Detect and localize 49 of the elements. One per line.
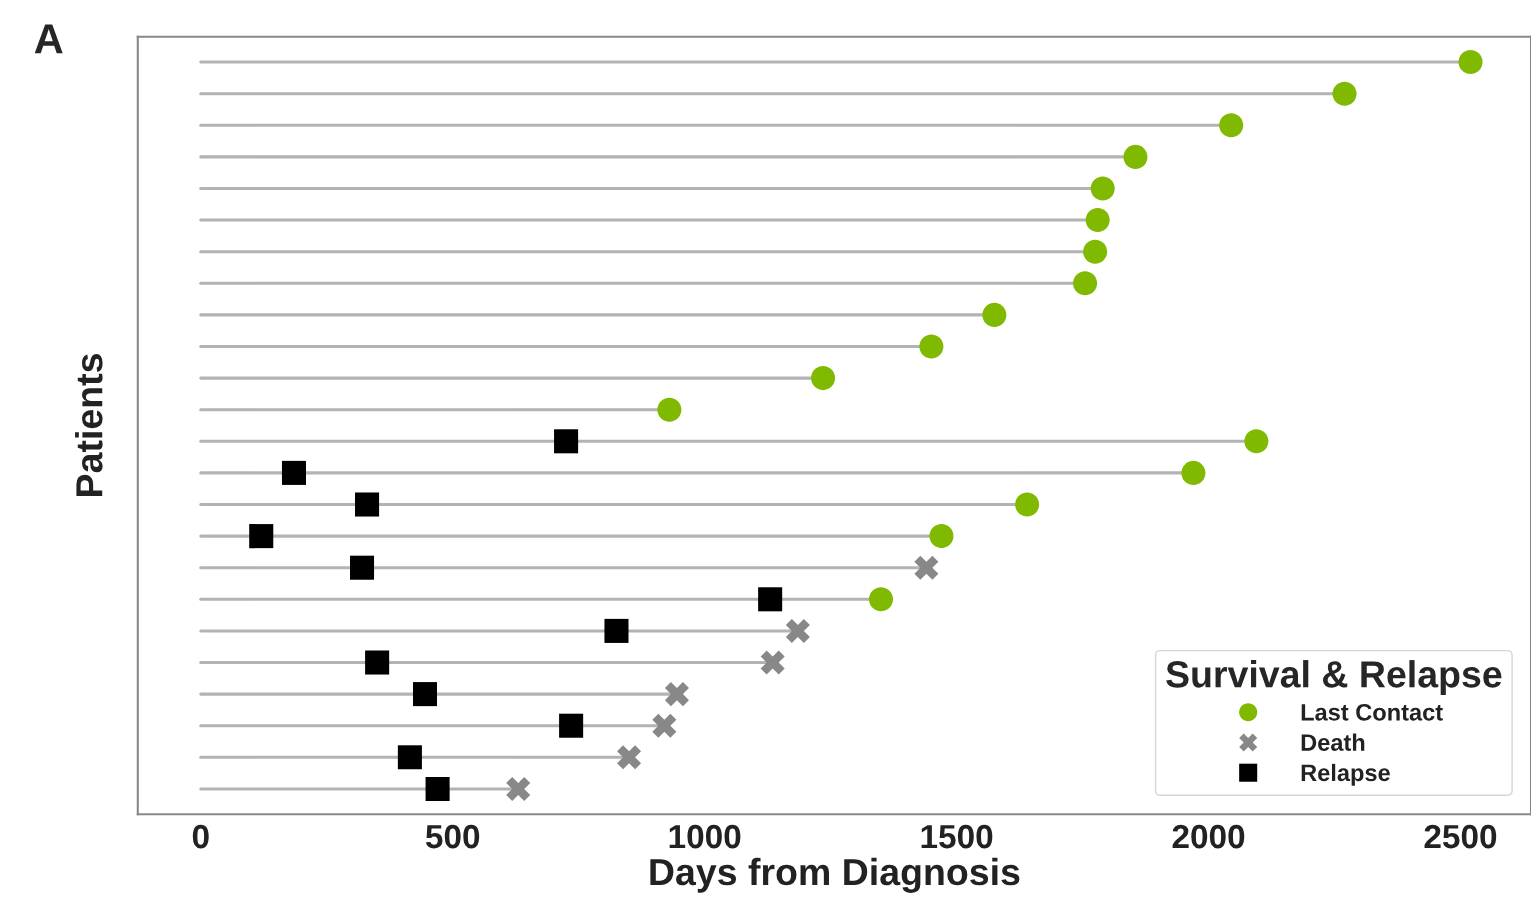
legend-label: Last Contact [1301,703,1443,721]
point [1085,208,1110,233]
point [617,745,642,770]
legend-title: Survival & Relapse [1166,660,1502,696]
legend-label: Death [1301,733,1365,751]
point [281,460,307,485]
point [1083,239,1108,264]
point [365,650,390,675]
point [249,524,274,549]
point [811,366,836,391]
x-axis-title: Days from Diagnosis [650,857,1020,893]
point [1123,144,1148,169]
point [914,555,939,580]
point [664,682,689,707]
point [868,587,894,612]
point [785,618,810,643]
x-tick-label: 1500 [921,824,993,849]
point [929,524,954,549]
point [412,682,438,707]
text: A [34,24,63,54]
point [1219,113,1244,138]
point [1015,492,1040,517]
x-tick-label: 0 [192,824,209,849]
point [1073,271,1098,296]
point [1458,50,1483,75]
point [1181,460,1206,485]
point [758,587,783,612]
point [559,713,584,738]
x-tick-label: 2000 [1172,824,1245,849]
point [652,713,677,738]
point [355,492,380,517]
point [506,776,531,801]
x-tick-label: 2500 [1424,824,1497,849]
x-tick-label: 1000 [669,824,741,849]
point [1332,81,1357,106]
x-tick-label: 500 [425,824,480,849]
point [1244,429,1269,454]
point [604,618,629,643]
point [397,745,422,770]
y-axis-title: Patients [75,354,103,496]
point [760,650,785,675]
point [919,334,944,359]
point [1090,176,1115,201]
point [657,397,682,422]
point [349,555,375,580]
point [425,776,450,801]
point [982,302,1007,327]
point [554,429,579,454]
legend-label: Relapse [1301,763,1390,786]
